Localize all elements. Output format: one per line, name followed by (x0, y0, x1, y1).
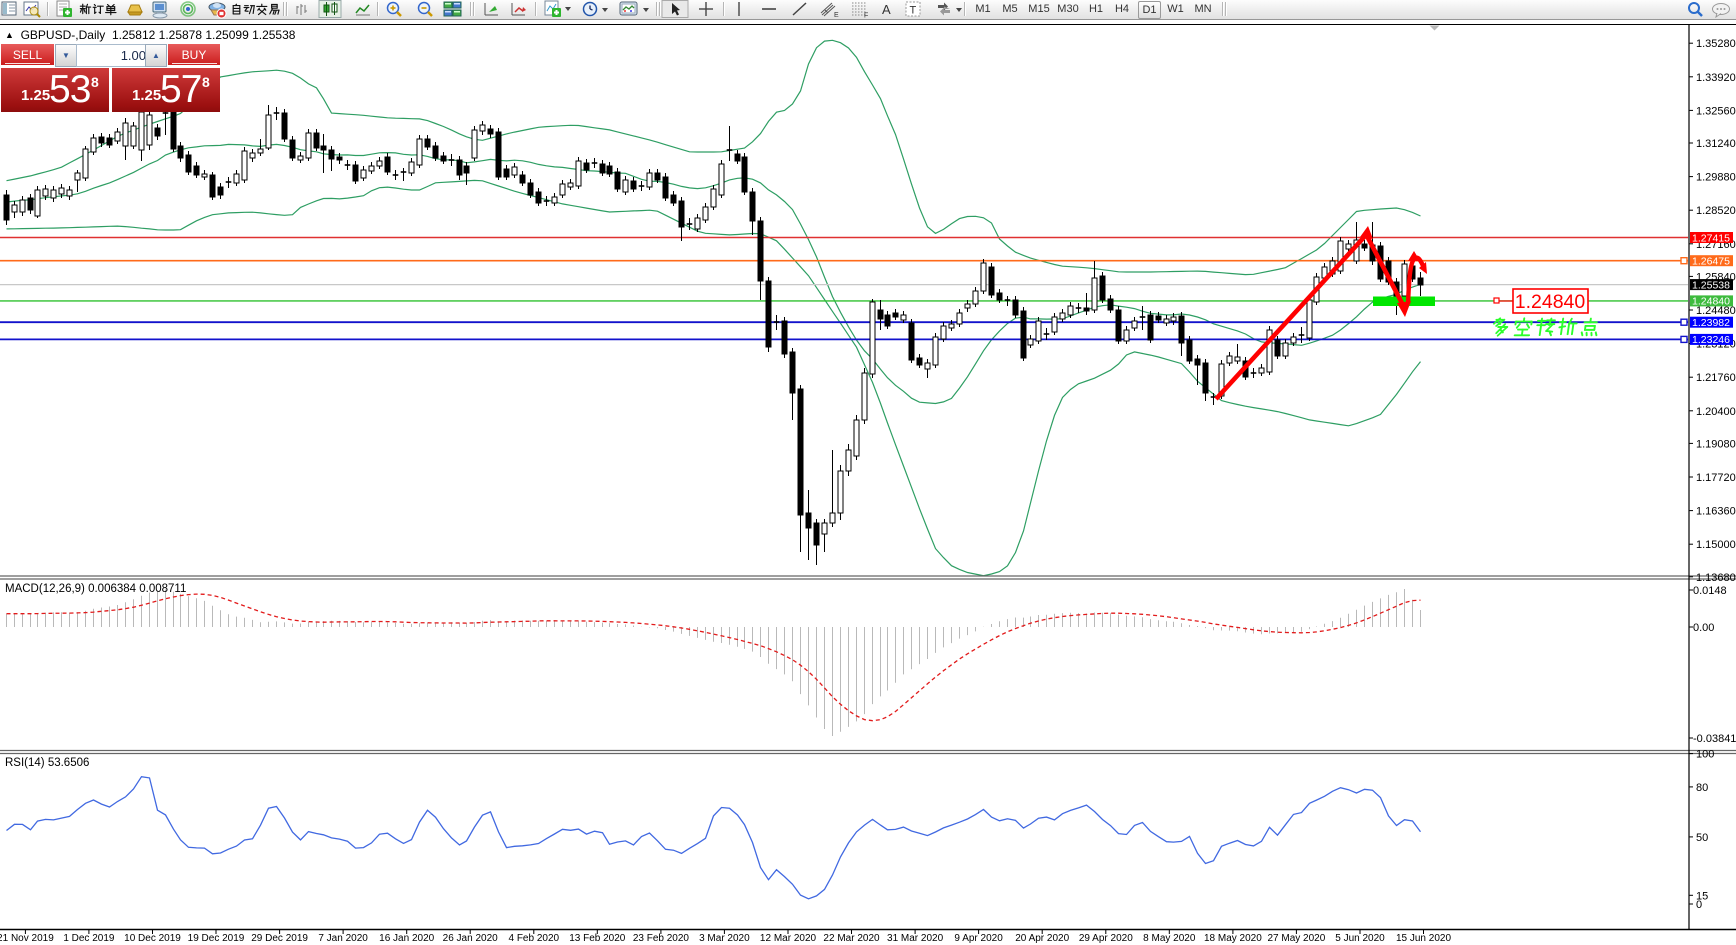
svg-text:1.29880: 1.29880 (1696, 172, 1736, 184)
svg-text:F: F (864, 13, 868, 20)
svg-text:1.20400: 1.20400 (1696, 406, 1736, 418)
svg-text:1.21760: 1.21760 (1696, 372, 1736, 384)
svg-text:1.15000: 1.15000 (1696, 539, 1736, 551)
svg-text:0: 0 (1696, 899, 1702, 911)
svg-text:1.31240: 1.31240 (1696, 138, 1736, 150)
svg-text:1.13680: 1.13680 (1696, 572, 1736, 584)
svg-text:26 Jan 2020: 26 Jan 2020 (443, 933, 498, 944)
svg-text:-0.038415: -0.038415 (1693, 733, 1736, 745)
svg-text:3 Mar 2020: 3 Mar 2020 (699, 933, 750, 944)
svg-text:A: A (882, 2, 891, 17)
svg-text:1.16360: 1.16360 (1696, 506, 1736, 518)
svg-text:20 Apr 2020: 20 Apr 2020 (1015, 933, 1069, 944)
svg-text:0.00: 0.00 (1693, 622, 1714, 634)
svg-text:1.33920: 1.33920 (1696, 72, 1736, 84)
svg-text:1.26475: 1.26475 (1692, 256, 1730, 268)
svg-text:T: T (910, 5, 917, 17)
svg-text:1.24840: 1.24840 (1692, 296, 1730, 308)
svg-text:9 Apr 2020: 9 Apr 2020 (954, 933, 1003, 944)
svg-text:1.32560: 1.32560 (1696, 105, 1736, 117)
svg-text:100: 100 (1696, 749, 1714, 761)
svg-text:50: 50 (1696, 832, 1708, 844)
svg-text:10 Dec 2019: 10 Dec 2019 (124, 933, 181, 944)
svg-text:29 Dec 2019: 29 Dec 2019 (251, 933, 308, 944)
svg-text:8 May 2020: 8 May 2020 (1143, 933, 1196, 944)
svg-text:1.27415: 1.27415 (1692, 232, 1730, 244)
svg-text:0.0148: 0.0148 (1693, 585, 1727, 597)
svg-text:1.24840: 1.24840 (1515, 291, 1586, 313)
svg-text:19 Dec 2019: 19 Dec 2019 (188, 933, 245, 944)
svg-text:22 Mar 2020: 22 Mar 2020 (823, 933, 880, 944)
svg-text:MACD(12,26,9) 0.006384 0.00871: MACD(12,26,9) 0.006384 0.008711 (5, 583, 186, 595)
svg-text:1.23982: 1.23982 (1692, 317, 1730, 329)
svg-text:7 Jan 2020: 7 Jan 2020 (318, 933, 368, 944)
svg-text:RSI(14) 53.6506: RSI(14) 53.6506 (5, 757, 89, 769)
svg-text:1.35280: 1.35280 (1696, 38, 1736, 50)
svg-text:80: 80 (1696, 782, 1708, 794)
svg-text:1.23246: 1.23246 (1692, 334, 1730, 346)
svg-text:5 Jun 2020: 5 Jun 2020 (1335, 933, 1385, 944)
svg-text:1.25538: 1.25538 (1692, 279, 1730, 291)
svg-text:1.28520: 1.28520 (1696, 205, 1736, 217)
svg-text:29 Apr 2020: 29 Apr 2020 (1079, 933, 1133, 944)
svg-text:13 Feb 2020: 13 Feb 2020 (569, 933, 626, 944)
svg-text:1 Dec 2019: 1 Dec 2019 (63, 933, 115, 944)
svg-text:15: 15 (1696, 890, 1708, 902)
svg-text:15 Jun 2020: 15 Jun 2020 (1396, 933, 1451, 944)
svg-text:4 Feb 2020: 4 Feb 2020 (508, 933, 559, 944)
svg-text:1.19080: 1.19080 (1696, 438, 1736, 450)
svg-text:1.17720: 1.17720 (1696, 472, 1736, 484)
svg-text:12 Mar 2020: 12 Mar 2020 (760, 933, 817, 944)
svg-text:27 May 2020: 27 May 2020 (1267, 933, 1325, 944)
svg-text:21 Nov 2019: 21 Nov 2019 (0, 933, 54, 944)
svg-text:1.24480: 1.24480 (1696, 305, 1736, 317)
svg-text:23 Feb 2020: 23 Feb 2020 (633, 933, 690, 944)
svg-text:18 May 2020: 18 May 2020 (1204, 933, 1262, 944)
svg-text:16 Jan 2020: 16 Jan 2020 (379, 933, 434, 944)
svg-text:E: E (834, 12, 839, 19)
svg-text:31 Mar 2020: 31 Mar 2020 (887, 933, 944, 944)
